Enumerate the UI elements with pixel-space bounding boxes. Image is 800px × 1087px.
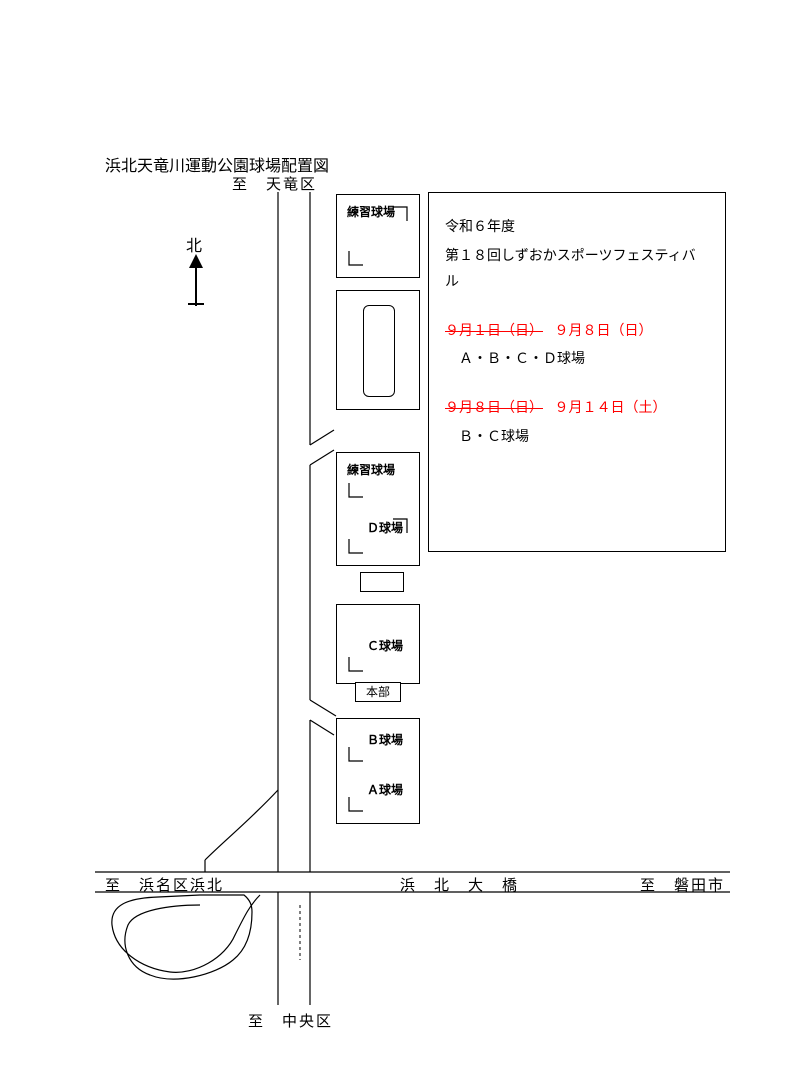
- small-block: [360, 572, 404, 592]
- info-row-1: ９月１日（日） ９月８日（日）: [445, 319, 709, 346]
- event-info-box: 令和６年度 第１８回しずおかスポーツフェスティバル ９月１日（日） ９月８日（日…: [428, 192, 726, 552]
- info-year: 令和６年度: [445, 215, 709, 242]
- bridge-label: 浜 北 大 橋: [400, 874, 519, 895]
- field-c-label: Ｃ球場: [367, 637, 403, 654]
- info-fields-1: Ａ・Ｂ・Ｃ・Ｄ球場: [445, 347, 709, 374]
- building-inner: [363, 305, 395, 397]
- field-b-label: Ｂ球場: [367, 731, 403, 748]
- field-ab: Ｂ球場 Ａ球場: [336, 718, 420, 824]
- direction-bottom: 至 中央区: [248, 1010, 333, 1031]
- info-date1-old: ９月１日（日）: [445, 324, 543, 339]
- info-date1-new: ９月８日（日）: [555, 324, 653, 339]
- info-date2-old: ９月８日（日）: [445, 401, 543, 416]
- field-c: Ｃ球場: [336, 604, 420, 684]
- field-practice-1-label: 練習球場: [347, 203, 395, 220]
- info-date2-new: ９月１４日（土）: [555, 401, 667, 416]
- building-block: [336, 290, 420, 410]
- field-practice-1: 練習球場: [336, 194, 420, 278]
- info-fields-2: Ｂ・Ｃ球場: [445, 425, 709, 452]
- page-root: 浜北天竜川運動公園球場配置図 至 天竜区 北: [0, 0, 800, 1087]
- info-row-2: ９月８日（日） ９月１４日（土）: [445, 396, 709, 423]
- direction-left: 至 浜名区浜北: [105, 874, 224, 895]
- field-a-label: Ａ球場: [367, 781, 403, 798]
- hq-box: 本部: [355, 682, 401, 702]
- field-practice-2-d: 練習球場 Ｄ球場: [336, 452, 420, 566]
- info-event: 第１８回しずおかスポーツフェスティバル: [445, 244, 709, 297]
- field-practice-2-label: 練習球場: [347, 461, 395, 478]
- field-d-label: Ｄ球場: [367, 519, 403, 536]
- direction-right: 至 磐田市: [640, 874, 725, 895]
